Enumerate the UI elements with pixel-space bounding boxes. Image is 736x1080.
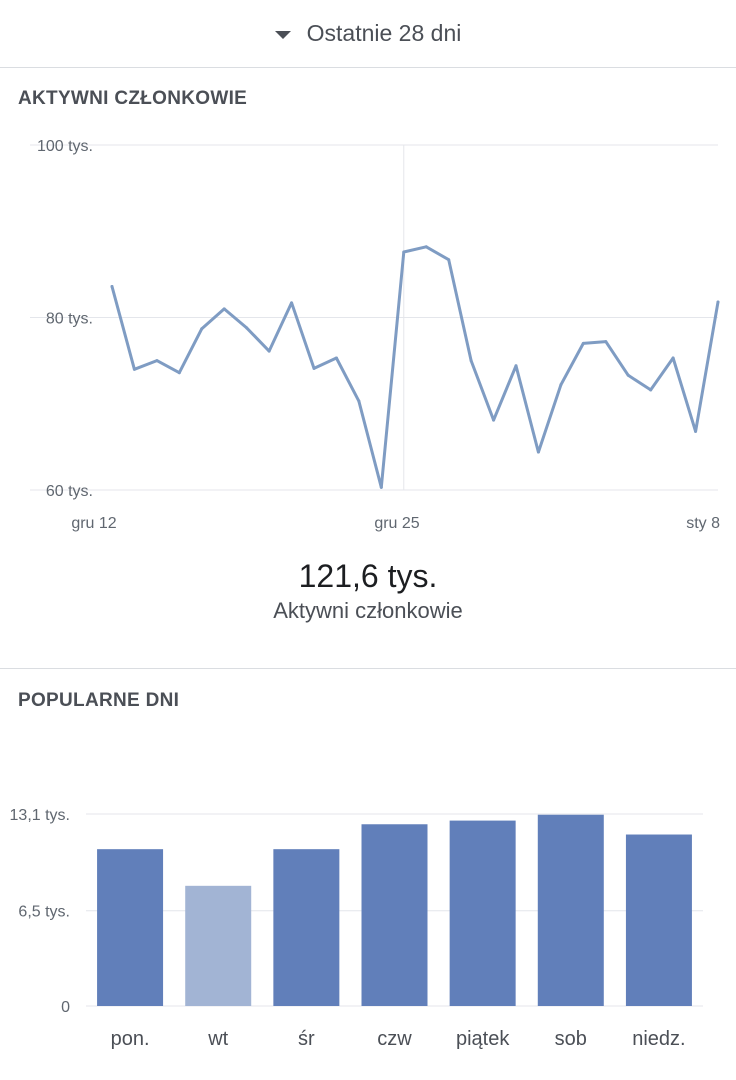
data-point: [536, 450, 540, 454]
data-point: [379, 485, 383, 489]
date-range-selector[interactable]: Ostatnie 28 dni: [0, 0, 736, 68]
x-tick-label: pon.: [111, 1028, 150, 1050]
y-tick-label: 60 tys.: [46, 483, 93, 500]
x-tick-label: wt: [207, 1028, 228, 1050]
data-point: [132, 367, 136, 371]
data-point: [581, 341, 585, 345]
y-tick-label: 100 tys.: [37, 138, 93, 155]
data-point: [424, 245, 428, 249]
data-point: [447, 258, 451, 262]
bar-pon.: [97, 849, 164, 1006]
bar-sob: [537, 814, 604, 1006]
data-point: [492, 418, 496, 422]
data-point: [222, 307, 226, 311]
data-point: [200, 327, 204, 331]
data-point: [469, 359, 473, 363]
x-tick-label: piątek: [456, 1028, 510, 1050]
x-tick-label: niedz.: [632, 1028, 685, 1050]
x-tick-label: sty 8: [686, 515, 720, 532]
data-point: [402, 250, 406, 254]
data-point: [312, 366, 316, 370]
data-point: [559, 383, 563, 387]
data-point: [334, 356, 338, 360]
data-point: [716, 300, 720, 304]
section-divider: [0, 668, 736, 669]
popular-days-title: POPULARNE DNI: [18, 690, 180, 711]
x-tick-label: gru 25: [374, 515, 419, 532]
bar-niedz.: [625, 834, 692, 1006]
data-point: [671, 356, 675, 360]
data-point: [290, 301, 294, 305]
x-tick-label: śr: [298, 1028, 315, 1050]
y-tick-label: 0: [61, 999, 70, 1016]
y-tick-label: 6,5 tys.: [18, 904, 70, 921]
active-members-total-value: 121,6 tys.: [298, 558, 438, 594]
data-point: [649, 388, 653, 392]
data-point: [604, 340, 608, 344]
x-tick-label: sob: [555, 1028, 587, 1050]
data-point: [245, 326, 249, 330]
bar-piątek: [449, 820, 516, 1006]
x-tick-label: czw: [377, 1028, 412, 1050]
y-tick-label: 13,1 tys.: [10, 807, 70, 824]
active-members-title: AKTYWNI CZŁONKOWIE: [18, 88, 248, 109]
bar-czw: [361, 824, 428, 1006]
y-tick-label: 80 tys.: [46, 311, 93, 328]
caret-down-icon: [274, 30, 291, 39]
data-point: [626, 373, 630, 377]
data-point: [357, 399, 361, 403]
data-point: [155, 359, 159, 363]
data-point: [177, 371, 181, 375]
x-tick-label: gru 12: [71, 515, 116, 532]
active-members-line-chart: 100 tys. 80 tys. 60 tys. gru 12 gru 25 sty 8: [30, 138, 720, 532]
active-members-series-line: [110, 245, 720, 489]
active-members-total-label: Aktywni członkowie: [273, 598, 463, 623]
data-point: [267, 349, 271, 353]
bar-śr: [273, 849, 340, 1006]
data-point: [110, 284, 114, 288]
date-range-label: Ostatnie 28 dni: [306, 20, 462, 46]
data-point: [514, 364, 518, 368]
bar-wt: [185, 885, 252, 1006]
data-point: [694, 429, 698, 433]
